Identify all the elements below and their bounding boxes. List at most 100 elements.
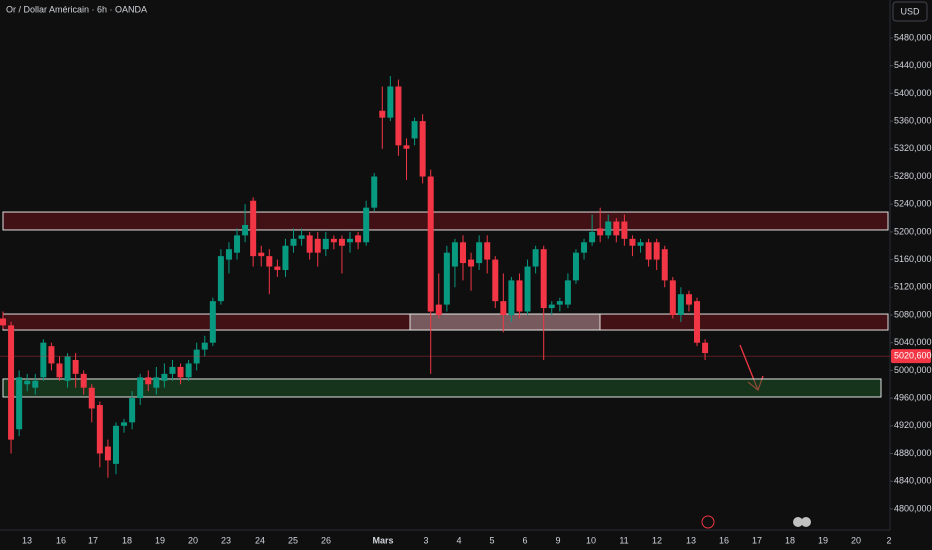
y-tick-label: 5240,000: [894, 199, 932, 209]
candle-body: [605, 221, 612, 236]
candle-body: [330, 238, 337, 243]
candle-body: [645, 242, 652, 260]
x-tick-label: 2: [886, 535, 891, 545]
candle-body: [411, 121, 418, 139]
candle-body: [201, 342, 208, 350]
zone: [2, 211, 889, 231]
y-tick-label: 5040,000: [894, 337, 932, 347]
currency[interactable]: USD: [900, 6, 920, 16]
candle-body: [653, 242, 660, 260]
candle-body: [137, 377, 144, 399]
y-tick-label: 5080,000: [894, 309, 932, 319]
x-tick-label: 11: [619, 535, 628, 545]
y-tick-label: 5400,000: [894, 88, 932, 98]
chart-title: Or / Dollar Américain · 6h · OANDA: [6, 4, 147, 14]
candle-body: [637, 242, 644, 246]
candle-body: [694, 301, 701, 343]
y-tick-label: 5320,000: [894, 143, 932, 153]
candle-body: [24, 380, 31, 385]
y-tick-label: 5200,000: [894, 226, 932, 236]
candle-body: [355, 235, 362, 243]
candle-body: [564, 280, 571, 305]
candle-body: [88, 387, 95, 409]
candle-body: [347, 238, 354, 243]
candle-body: [581, 242, 588, 253]
x-tick-label: 13: [22, 535, 32, 545]
candle-body: [96, 405, 103, 454]
candle-body: [621, 221, 628, 239]
x-tick-label: 20: [188, 535, 198, 545]
candle-body: [153, 377, 160, 388]
candle-body: [121, 422, 128, 426]
candle-body: [258, 252, 265, 257]
y-tick-label: 4920,000: [894, 420, 932, 430]
candle-body: [217, 256, 224, 302]
x-tick-label: 5: [489, 535, 494, 545]
candle-body: [193, 349, 200, 364]
x-tick-label: 19: [155, 535, 165, 545]
candle-body: [540, 249, 547, 309]
x-tick-label: 26: [321, 535, 331, 545]
candle-body: [306, 235, 313, 253]
candle-body: [403, 145, 410, 149]
x-tick-label: 4: [456, 535, 461, 545]
candle-body: [185, 363, 192, 378]
candle-body: [427, 176, 434, 312]
x-tick-label: 18: [785, 535, 795, 545]
candle-body: [548, 304, 555, 309]
y-tick-label: 4960,000: [894, 392, 932, 402]
candle-body: [702, 342, 709, 354]
x-tick-label: Mars: [372, 535, 393, 545]
candle-body: [40, 342, 47, 378]
candle-body: [338, 238, 345, 246]
candle-body: [661, 249, 668, 281]
y-tick-label: 5280,000: [894, 171, 932, 181]
candle-body: [242, 224, 249, 236]
candle-body: [476, 242, 483, 264]
candle-body: [129, 398, 136, 423]
x-tick-label: 6: [522, 535, 527, 545]
y-tick-label: 5480,000: [894, 32, 932, 42]
x-tick-label: 13: [686, 535, 696, 545]
x-tick-label: 10: [586, 535, 596, 545]
candle-body: [669, 280, 676, 315]
x-tick-label: 17: [88, 535, 98, 545]
event-flag[interactable]: [801, 517, 811, 527]
x-tick-label: 16: [719, 535, 729, 545]
candle-body: [443, 252, 450, 305]
candle-body: [225, 249, 232, 260]
last-price-box: [891, 349, 931, 364]
candle-body: [112, 425, 119, 464]
candle-body: [597, 228, 604, 236]
x-tick-label: 23: [221, 535, 231, 545]
x-tick-label: 20: [851, 535, 861, 545]
y-tick-label: 4840,000: [894, 476, 932, 486]
candle-body: [169, 366, 176, 374]
candle-body: [532, 249, 539, 267]
candle-body: [80, 373, 87, 388]
last-price-label: 5020,600: [894, 351, 932, 361]
candle-body: [685, 294, 692, 305]
y-tick-label: 5440,000: [894, 60, 932, 70]
candle-body: [524, 266, 531, 312]
candle-body: [484, 242, 491, 260]
candle-body: [451, 242, 458, 267]
x-tick-label: 18: [122, 535, 132, 545]
x-tick-label: 17: [752, 535, 762, 545]
candle-body: [468, 259, 475, 267]
candle-body: [508, 280, 515, 315]
event-flag[interactable]: [793, 517, 803, 527]
y-tick-label: 5160,000: [894, 254, 932, 264]
candle-body: [556, 301, 563, 305]
candle-body: [589, 231, 596, 243]
candle-body: [290, 238, 297, 246]
currency-box[interactable]: [892, 1, 928, 22]
candle-body: [419, 121, 426, 177]
candle-body: [161, 373, 168, 381]
y-tick-label: 5120,000: [894, 282, 932, 292]
x-tick-label: 19: [818, 535, 828, 545]
candle-body: [298, 235, 305, 239]
y-tick-label: 5360,000: [894, 115, 932, 125]
candle-body: [492, 259, 499, 302]
event-icon[interactable]: [701, 515, 715, 529]
